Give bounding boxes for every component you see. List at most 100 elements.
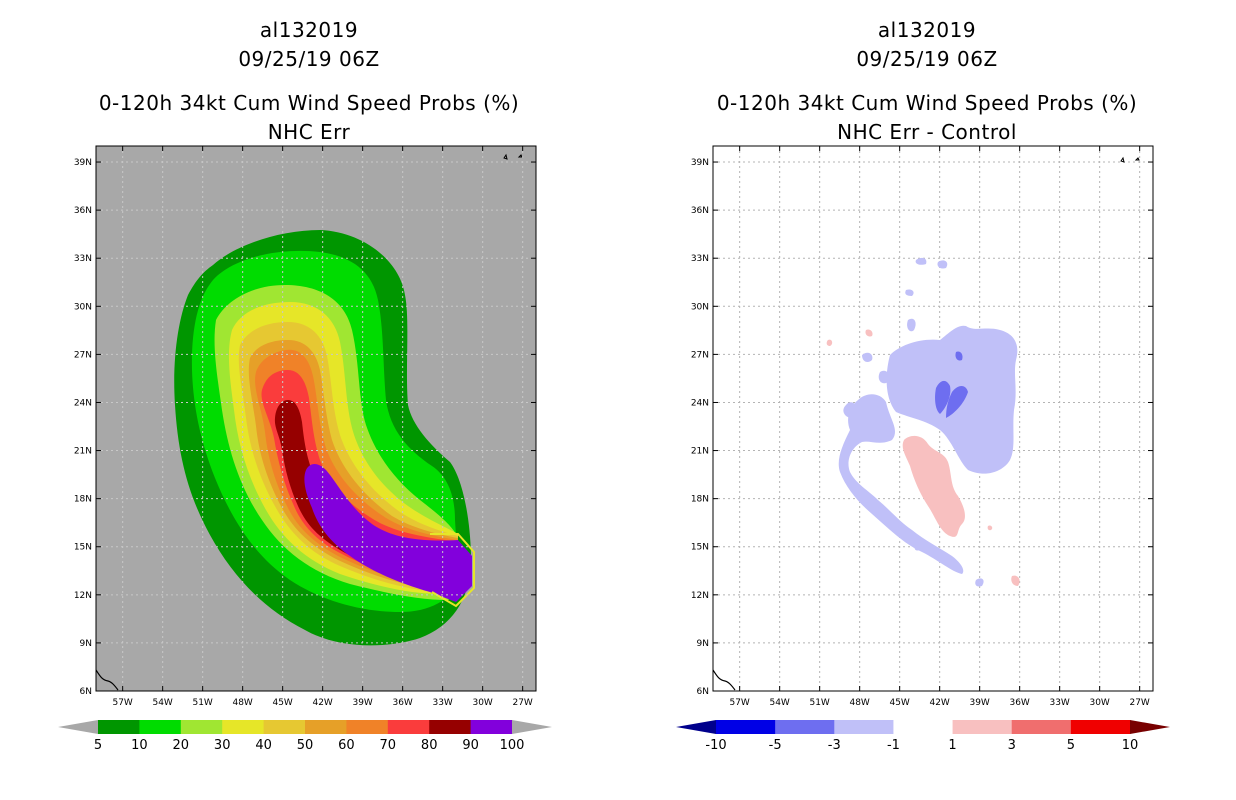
left-gridlines <box>96 146 536 691</box>
colorbar-box <box>470 720 513 734</box>
y-tick-label: 12N <box>691 591 709 601</box>
colorbar-box <box>834 720 894 734</box>
colorbar-label: -10 <box>705 738 726 753</box>
colorbar-box <box>775 720 835 734</box>
colorbar-label: 20 <box>173 738 190 753</box>
colorbar-label: 60 <box>338 738 355 753</box>
right-map: 57W 54W 51W 48W 45W 42W 39W 36W 33W 30W 27W 6N 9N 12N… <box>691 145 1154 708</box>
colorbar-box <box>346 720 389 734</box>
y-tick-label: 18N <box>691 495 709 505</box>
colorbar-label: 80 <box>421 738 438 753</box>
colorbar-box <box>429 720 472 734</box>
colorbar-label: 70 <box>380 738 397 753</box>
coastline <box>713 669 736 691</box>
x-tick-label: 36W <box>1009 698 1029 708</box>
y-tick-label: 36N <box>74 206 92 216</box>
colorbar-box <box>98 720 140 734</box>
chart-subtitle: NHC Err - Control <box>837 120 1017 144</box>
x-tick-label: 42W <box>929 698 949 708</box>
colorbar-box <box>716 720 776 734</box>
x-tick-label: 39W <box>969 698 989 708</box>
x-tick-label: 39W <box>352 698 372 708</box>
diff-region-plus1 <box>902 435 965 537</box>
y-tick-label: 6N <box>697 687 709 697</box>
x-tick-label: 57W <box>729 698 749 708</box>
colorbar-box <box>305 720 347 734</box>
right-colorbar: -10 -5 -3 -1 1 3 5 10 <box>676 720 1170 753</box>
colorbar-label: 90 <box>462 738 479 753</box>
diff-region-minus1 <box>914 543 984 587</box>
x-tick-label: 51W <box>192 698 212 708</box>
x-tick-label: 27W <box>512 698 532 708</box>
x-tick-label: 33W <box>432 698 452 708</box>
colorbar-box <box>222 720 265 734</box>
y-tick-label: 21N <box>691 447 709 457</box>
y-tick-label: 30N <box>74 302 92 312</box>
colorbar-label: 100 <box>500 738 525 753</box>
island <box>1120 156 1140 163</box>
y-tick-label: 15N <box>691 543 709 553</box>
y-tick-label: 18N <box>74 495 92 505</box>
x-tick-label: 27W <box>1129 698 1149 708</box>
y-tick-label: 33N <box>74 254 92 264</box>
valid-time: 09/25/19 06Z <box>238 47 380 71</box>
colorbar-box <box>1070 720 1131 734</box>
colorbar-box <box>893 720 954 734</box>
colorbar-label: -5 <box>769 738 782 753</box>
colorbar-box <box>952 720 1013 734</box>
colorbar-label: 1 <box>948 738 956 753</box>
y-tick-label: 21N <box>74 447 92 457</box>
x-tick-label: 51W <box>809 698 829 708</box>
chart-subtitle: NHC Err <box>267 120 351 144</box>
island <box>503 153 523 160</box>
y-tick-label: 36N <box>691 206 709 216</box>
colorbar-label: 30 <box>214 738 231 753</box>
y-tick-label: 9N <box>80 639 92 649</box>
contour-70 <box>261 370 460 586</box>
colorbar-label: 10 <box>131 738 148 753</box>
colorbar-box <box>1011 720 1072 734</box>
map-frame <box>712 145 1154 692</box>
x-tick-label: 36W <box>392 698 412 708</box>
storm-id: al132019 <box>259 18 359 42</box>
colorbar-label: 5 <box>1067 738 1075 753</box>
x-tick-label: 45W <box>889 698 909 708</box>
colorbar-high-triangle <box>512 720 552 734</box>
y-tick-label: 24N <box>74 398 92 408</box>
left-map: 57W 54W 51W 48W 45W 42W 39W 36W 33W 30W 27W 6N 9N 12N… <box>74 145 537 708</box>
colorbar-label: 3 <box>1008 738 1016 753</box>
y-tick-label: 24N <box>691 398 709 408</box>
diff-region-minus1 <box>843 402 858 418</box>
left-panel-title: al132019 09/25/19 06Z 0-120h 34kt Cum Wi… <box>29 16 589 147</box>
colorbar-label: -3 <box>828 738 841 753</box>
x-tick-label: 33W <box>1049 698 1069 708</box>
storm-id: al132019 <box>877 18 977 42</box>
colorbar-label: -1 <box>887 738 900 753</box>
left-colorbar: 5 10 20 30 40 50 60 70 80 90 100 <box>58 720 552 753</box>
y-tick-label: 30N <box>691 302 709 312</box>
contour-100-outline <box>430 533 475 608</box>
y-tick-label: 12N <box>74 591 92 601</box>
colorbar-label: 10 <box>1122 738 1139 753</box>
map-frame <box>95 145 537 692</box>
chart-title: 0-120h 34kt Cum Wind Speed Probs (%) <box>716 91 1138 115</box>
x-tick-label: 54W <box>769 698 789 708</box>
x-tick-label: 45W <box>272 698 292 708</box>
y-tick-label: 15N <box>74 543 92 553</box>
diff-region-minus1 <box>838 394 964 574</box>
colorbar-label: 40 <box>255 738 272 753</box>
diff-region-minus3 <box>935 351 968 418</box>
y-tick-label: 27N <box>74 350 92 360</box>
colorbar-box <box>387 720 430 734</box>
colorbar-label: 50 <box>297 738 314 753</box>
y-tick-label: 9N <box>697 639 709 649</box>
colorbar-box <box>263 720 306 734</box>
colorbar-label: 5 <box>94 738 102 753</box>
y-tick-label: 33N <box>691 254 709 264</box>
valid-time: 09/25/19 06Z <box>856 47 998 71</box>
y-tick-label: 39N <box>691 158 709 168</box>
colorbar-high-triangle <box>1130 720 1170 734</box>
diff-region-minus1 <box>905 257 948 296</box>
coastline <box>96 669 119 691</box>
chart-title: 0-120h 34kt Cum Wind Speed Probs (%) <box>98 91 520 115</box>
